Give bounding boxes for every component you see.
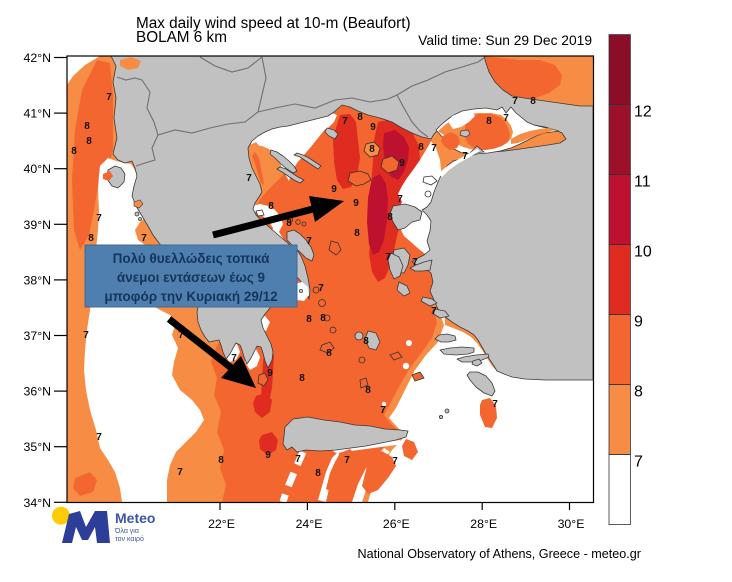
svg-text:41°N: 41°N xyxy=(24,107,51,121)
svg-text:30°E: 30°E xyxy=(558,517,585,531)
svg-text:7: 7 xyxy=(344,455,350,466)
svg-text:9: 9 xyxy=(265,450,271,461)
svg-text:8: 8 xyxy=(634,384,643,401)
svg-text:8: 8 xyxy=(530,96,536,107)
svg-text:22°E: 22°E xyxy=(208,517,235,531)
svg-text:9: 9 xyxy=(399,158,405,169)
svg-text:8: 8 xyxy=(486,116,492,127)
svg-text:7: 7 xyxy=(178,330,184,341)
svg-text:28°E: 28°E xyxy=(470,517,497,531)
svg-text:35°N: 35°N xyxy=(24,440,51,454)
svg-text:40°N: 40°N xyxy=(24,162,51,176)
svg-text:8: 8 xyxy=(369,144,375,155)
svg-text:7: 7 xyxy=(96,432,102,443)
svg-text:7: 7 xyxy=(492,399,498,410)
svg-text:τον καιρό: τον καιρό xyxy=(115,535,144,543)
svg-text:7: 7 xyxy=(462,151,468,162)
svg-text:7: 7 xyxy=(306,236,312,247)
svg-text:7: 7 xyxy=(634,454,643,471)
svg-text:8: 8 xyxy=(326,348,332,359)
svg-text:7: 7 xyxy=(177,467,183,478)
svg-text:8: 8 xyxy=(354,228,360,239)
svg-text:9: 9 xyxy=(331,184,337,195)
svg-text:38°N: 38°N xyxy=(24,273,51,287)
svg-text:7: 7 xyxy=(342,116,348,127)
svg-text:8: 8 xyxy=(363,336,369,347)
svg-text:9: 9 xyxy=(267,368,273,379)
svg-text:42°N: 42°N xyxy=(24,51,51,65)
svg-text:7: 7 xyxy=(83,330,89,341)
svg-text:8: 8 xyxy=(268,201,274,212)
svg-text:7: 7 xyxy=(512,96,518,107)
svg-text:μποφόρ την Κυριακή 29/12: μποφόρ την Κυριακή 29/12 xyxy=(104,289,277,304)
svg-text:8: 8 xyxy=(365,385,371,396)
svg-text:7: 7 xyxy=(392,456,398,467)
svg-text:7: 7 xyxy=(318,283,324,294)
svg-text:37°N: 37°N xyxy=(24,329,51,343)
svg-text:7: 7 xyxy=(295,454,301,465)
svg-text:National Observatory of Athens: National Observatory of Athens, Greece -… xyxy=(358,547,642,561)
svg-text:8: 8 xyxy=(357,112,363,123)
svg-text:7: 7 xyxy=(503,113,509,124)
svg-text:7: 7 xyxy=(385,252,391,263)
svg-text:7: 7 xyxy=(380,405,386,416)
svg-text:Valid time: Sun 29 Dec 2019: Valid time: Sun 29 Dec 2019 xyxy=(418,33,592,48)
svg-text:8: 8 xyxy=(286,218,292,229)
svg-text:9: 9 xyxy=(370,122,376,133)
svg-text:8: 8 xyxy=(306,314,312,325)
svg-text:34°N: 34°N xyxy=(24,496,51,510)
svg-text:7: 7 xyxy=(96,213,102,224)
svg-text:Πολύ θυελλώδεις τοπικά: Πολύ θυελλώδεις τοπικά xyxy=(113,251,271,266)
svg-text:11: 11 xyxy=(634,174,651,191)
svg-text:8: 8 xyxy=(299,373,305,384)
svg-text:12: 12 xyxy=(634,104,652,121)
svg-text:8: 8 xyxy=(315,468,321,479)
svg-text:7: 7 xyxy=(431,306,437,317)
svg-text:7: 7 xyxy=(231,353,237,364)
svg-text:8: 8 xyxy=(218,455,224,466)
svg-text:26°E: 26°E xyxy=(383,517,410,531)
svg-text:άνεμοι εντάσεων έως 9: άνεμοι εντάσεων έως 9 xyxy=(117,270,265,285)
svg-text:Όλα για: Όλα για xyxy=(114,528,139,535)
svg-text:36°N: 36°N xyxy=(24,385,51,399)
svg-text:7: 7 xyxy=(431,143,437,154)
svg-text:8: 8 xyxy=(86,136,92,147)
svg-text:9: 9 xyxy=(353,198,359,209)
svg-text:9: 9 xyxy=(634,314,643,331)
svg-text:7: 7 xyxy=(246,173,252,184)
svg-text:7: 7 xyxy=(412,257,418,268)
svg-text:Meteo: Meteo xyxy=(115,510,155,526)
svg-text:8: 8 xyxy=(88,233,94,244)
svg-text:8: 8 xyxy=(418,142,424,153)
svg-text:8: 8 xyxy=(387,212,393,223)
svg-text:39°N: 39°N xyxy=(24,218,51,232)
svg-text:10: 10 xyxy=(634,244,652,261)
svg-text:8: 8 xyxy=(320,313,326,324)
svg-text:7: 7 xyxy=(397,194,403,205)
svg-text:7: 7 xyxy=(141,233,147,244)
svg-text:BOLAM 6 km: BOLAM 6 km xyxy=(136,29,227,46)
svg-text:7: 7 xyxy=(106,92,112,103)
svg-text:Max daily wind speed at 10-m (: Max daily wind speed at 10-m (Beaufort) xyxy=(136,15,411,32)
svg-text:8: 8 xyxy=(71,146,77,157)
svg-text:8: 8 xyxy=(84,121,90,132)
svg-text:24°E: 24°E xyxy=(296,517,323,531)
